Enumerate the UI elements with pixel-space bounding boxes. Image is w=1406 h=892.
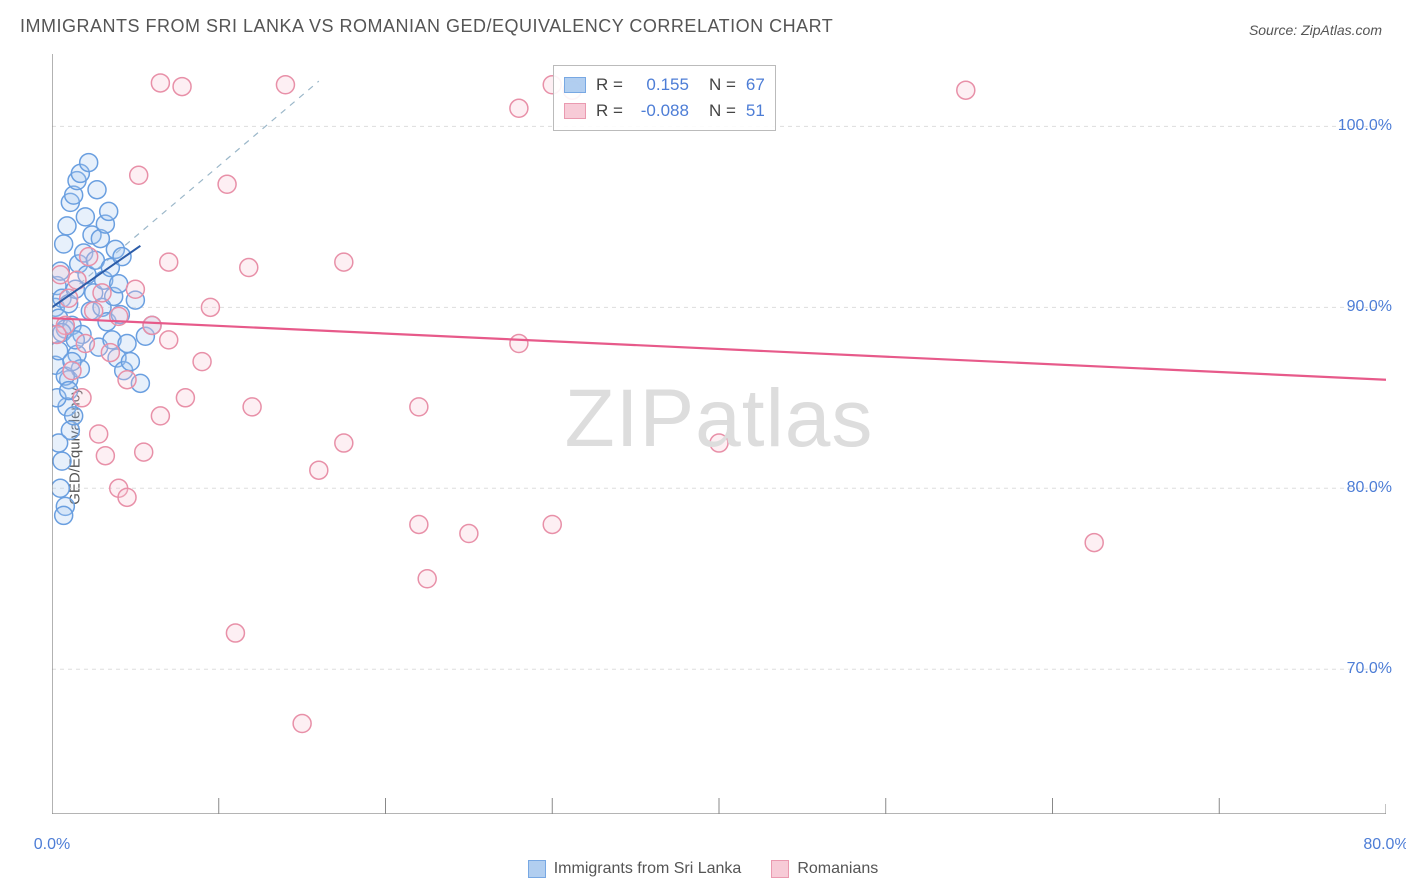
data-point	[176, 389, 194, 407]
data-point	[73, 389, 91, 407]
data-point	[90, 425, 108, 443]
y-tick-label: 100.0%	[1338, 117, 1392, 135]
data-point	[53, 452, 71, 470]
data-point	[218, 175, 236, 193]
data-point	[52, 479, 69, 497]
legend-swatch	[528, 860, 546, 878]
stat-r-label: R =	[596, 75, 623, 95]
bottom-legend: Immigrants from Sri Lanka Romanians	[0, 860, 1406, 878]
stat-r-value: -0.088	[633, 101, 689, 121]
x-tick-label: 0.0%	[34, 836, 70, 854]
data-point	[335, 253, 353, 271]
data-point	[100, 202, 118, 220]
data-point	[160, 253, 178, 271]
stat-legend-row: R = 0.155 N = 67	[564, 72, 765, 98]
y-tick-label: 70.0%	[1347, 660, 1392, 678]
chart-source: Source: ZipAtlas.com	[1249, 22, 1382, 38]
data-point	[93, 284, 111, 302]
data-point	[1085, 534, 1103, 552]
stat-r-label: R =	[596, 101, 623, 121]
data-point	[110, 307, 128, 325]
data-point	[293, 715, 311, 733]
data-point	[126, 280, 144, 298]
x-tick-label: 80.0%	[1363, 836, 1406, 854]
legend-label: Romanians	[797, 860, 878, 878]
data-point	[193, 353, 211, 371]
data-point	[88, 181, 106, 199]
data-point	[335, 434, 353, 452]
stat-n-value: 51	[746, 101, 765, 121]
scatter-plot-svg	[52, 54, 1386, 814]
data-point	[460, 525, 478, 543]
legend-label: Immigrants from Sri Lanka	[554, 860, 742, 878]
data-point	[52, 266, 69, 284]
data-point	[118, 488, 136, 506]
plot-area: ZIPatlas	[52, 54, 1386, 814]
data-point	[243, 398, 261, 416]
data-point	[110, 275, 128, 293]
data-point	[510, 335, 528, 353]
stat-legend-swatch	[564, 103, 586, 119]
data-point	[151, 74, 169, 92]
stat-legend-row: R = -0.088 N = 51	[564, 98, 765, 124]
data-point	[310, 461, 328, 479]
data-point	[510, 99, 528, 117]
stat-r-value: 0.155	[633, 75, 689, 95]
y-tick-label: 90.0%	[1347, 298, 1392, 316]
data-point	[118, 371, 136, 389]
chart-title: IMMIGRANTS FROM SRI LANKA VS ROMANIAN GE…	[20, 16, 833, 37]
data-point	[240, 259, 258, 277]
stat-n-value: 67	[746, 75, 765, 95]
data-point	[85, 302, 103, 320]
data-point	[80, 154, 98, 172]
stats-legend: R = 0.155 N = 67 R = -0.088 N = 51	[553, 65, 776, 131]
data-point	[63, 362, 81, 380]
data-point	[276, 76, 294, 94]
data-point	[226, 624, 244, 642]
data-point	[410, 398, 428, 416]
data-point	[143, 316, 161, 334]
legend-swatch	[771, 860, 789, 878]
data-point	[76, 208, 94, 226]
data-point	[173, 78, 191, 96]
data-point	[135, 443, 153, 461]
data-point	[130, 166, 148, 184]
chart-container: IMMIGRANTS FROM SRI LANKA VS ROMANIAN GE…	[0, 0, 1406, 892]
data-point	[65, 407, 83, 425]
data-point	[55, 506, 73, 524]
data-point	[201, 298, 219, 316]
data-point	[80, 248, 98, 266]
data-point	[957, 81, 975, 99]
data-point	[418, 570, 436, 588]
data-point	[543, 515, 561, 533]
stat-legend-swatch	[564, 77, 586, 93]
data-point	[55, 235, 73, 253]
stat-n-label: N =	[709, 75, 736, 95]
data-point	[101, 344, 119, 362]
stat-n-label: N =	[709, 101, 736, 121]
data-point	[52, 325, 66, 343]
legend-item: Romanians	[771, 860, 878, 878]
data-point	[160, 331, 178, 349]
trend-line	[52, 318, 1386, 380]
legend-item: Immigrants from Sri Lanka	[528, 860, 742, 878]
data-point	[410, 515, 428, 533]
data-point	[118, 335, 136, 353]
y-tick-label: 80.0%	[1347, 479, 1392, 497]
data-point	[151, 407, 169, 425]
data-point	[76, 335, 94, 353]
data-point	[58, 217, 76, 235]
data-point	[96, 447, 114, 465]
data-point	[121, 353, 139, 371]
data-point	[710, 434, 728, 452]
